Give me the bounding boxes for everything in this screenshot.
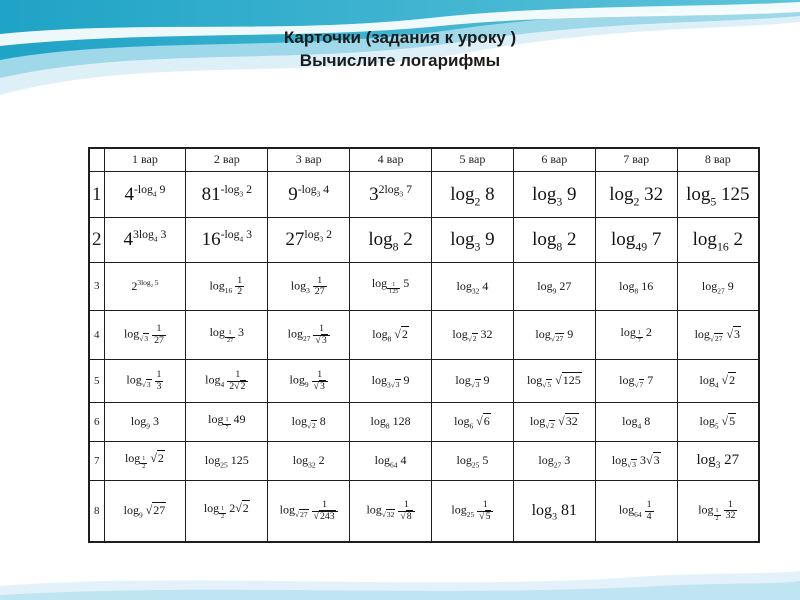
table-cell: log25 1 √5 — [431, 480, 514, 543]
table-cell: log 1 2 1 32 — [676, 480, 760, 543]
table-row: 1 4-log4 9 81-log3 2 9-log3 4 32log3 7 log2 8… — [88, 171, 760, 218]
table-cell: log27 1 √3 — [267, 310, 351, 360]
table-cell: log8 √2 — [349, 310, 432, 360]
table-cell: log 1 7 49 — [185, 402, 269, 442]
table-row-number: 6 — [88, 402, 105, 442]
table-cell: log3 1 27 — [267, 262, 351, 311]
table-cell: log√5 √125 — [512, 359, 596, 403]
table-header-cell: 2 вар — [185, 147, 269, 172]
table-row-number: 5 — [88, 359, 105, 403]
table-cell: log 1 7 2 — [594, 310, 678, 360]
cards-table: 1 вар 2 вар 3 вар 4 вар 5 вар 6 вар 7 вар 8 вар… — [88, 147, 760, 543]
table-row-number: 1 — [88, 171, 105, 218]
table-cell: log64 4 — [349, 441, 432, 481]
table-cell: log4 √2 — [676, 359, 760, 403]
table-cell: log32 4 — [431, 262, 514, 311]
table-cell: log8 16 — [594, 262, 678, 311]
table-cell: log√3 9 — [431, 359, 514, 403]
table-header-cell: 7 вар — [594, 147, 678, 172]
table-cell: 81-log3 2 — [185, 171, 269, 218]
table-header-cell: 6 вар — [512, 147, 596, 172]
table-row: 2 43log4 3 16-log4 3 27log3 2 log8 2 log3 9 lo… — [88, 217, 760, 263]
table-cell: 4-log4 9 — [103, 171, 187, 218]
table-cell: log√2 8 — [267, 402, 351, 442]
table-row-number: 7 — [88, 441, 105, 481]
table-cell: log√27 √3 — [676, 310, 760, 360]
table-cell: log5 √5 — [676, 402, 760, 442]
table-cell: log3 81 — [512, 480, 596, 543]
table-cell: log25 5 — [431, 441, 514, 481]
table-cell: log9 √27 — [103, 480, 187, 543]
table-header-cell: 5 вар — [431, 147, 514, 172]
table-row-number: 2 — [88, 217, 105, 263]
table-cell: log9 1 √3 — [267, 359, 351, 403]
table-cell: log27 9 — [676, 262, 760, 311]
slide-title-line2: Вычислите логарифмы — [299, 51, 501, 70]
table-row-number: 8 — [88, 480, 105, 543]
table-cell: log49 7 — [594, 217, 678, 263]
table-cell: 43log4 3 — [103, 217, 187, 263]
table-cell: 23log2 5 — [103, 262, 187, 311]
table-cell: log8 2 — [512, 217, 596, 263]
table-cell: log16 2 — [676, 217, 760, 263]
table-cell: log√27 1 √243 — [267, 480, 351, 543]
table-cell: log√32 1 √8 — [349, 480, 432, 543]
table-cell: log25 125 — [185, 441, 269, 481]
top-wave-decoration — [0, 0, 800, 95]
table-cell: log27 3 — [512, 441, 596, 481]
table-row: 6 log9 3 log 1 7 49 log√2 8 log8 128 log6 √6 log… — [88, 402, 760, 442]
table-header-cell: 4 вар — [349, 147, 432, 172]
table-cell: 27log3 2 — [267, 217, 351, 263]
table-row: 8 log9 √27 log 1 2 2√2 log√27 1 √243 log√32 1 √8… — [88, 480, 760, 543]
table-cell: log8 2 — [349, 217, 432, 263]
table-header-row: 1 вар 2 вар 3 вар 4 вар 5 вар 6 вар 7 вар 8 вар — [88, 147, 760, 172]
table-cell: 32log3 7 — [349, 171, 432, 218]
table-cell: log4 8 — [594, 402, 678, 442]
table-cell: log5 125 — [676, 171, 760, 218]
table-cell: log3 27 — [676, 441, 760, 481]
table-header-cell: 8 вар — [676, 147, 760, 172]
table-row-number: 3 — [88, 262, 105, 311]
table-cell: log√3 1 27 — [103, 310, 187, 360]
table-cell: log 1 125 5 — [349, 262, 432, 311]
table-header-cell: 1 вар — [103, 147, 187, 172]
table-cell: log 1 2 √2 — [103, 441, 187, 481]
table-row: 4 log√3 1 27 log 1 27 3 log27 1 √3 log8 √2 log√2 … — [88, 310, 760, 360]
table-row: 3 23log2 5 log16 1 2 log3 1 27 log 1 125 5 log32 … — [88, 262, 760, 311]
table-cell: log8 128 — [349, 402, 432, 442]
table-cell: log 1 27 3 — [185, 310, 269, 360]
slide-title: Карточки (задания к уроку ) Вычислите ло… — [0, 26, 800, 72]
table-header-cell: 3 вар — [267, 147, 351, 172]
table-cell: log9 27 — [512, 262, 596, 311]
table-cell: log2 32 — [594, 171, 678, 218]
table-cell: 16-log4 3 — [185, 217, 269, 263]
table-cell: 9-log3 4 — [267, 171, 351, 218]
table-cell: log√7 7 — [594, 359, 678, 403]
table-cell: log3√3 9 — [349, 359, 432, 403]
table-cell: log√3 3√3 — [594, 441, 678, 481]
table-row: 5 log√3 1 3 log4 1 2√2 log9 1 √3 log3√3 9 log√3 … — [88, 359, 760, 403]
slide-title-line1: Карточки (задания к уроку ) — [283, 28, 517, 47]
table-cell: log3 9 — [431, 217, 514, 263]
table-row-number: 4 — [88, 310, 105, 360]
table-cell: log6 √6 — [431, 402, 514, 442]
table-cell: log√27 9 — [512, 310, 596, 360]
table-cell: log2 8 — [431, 171, 514, 218]
table-cell: log 1 2 2√2 — [185, 480, 269, 543]
table-cell: log3 9 — [512, 171, 596, 218]
table-cell: log√2 32 — [431, 310, 514, 360]
table-cell: log32 2 — [267, 441, 351, 481]
table-cell: log√2 √32 — [512, 402, 596, 442]
table-corner-cell — [88, 147, 105, 172]
bottom-wave-decoration — [0, 571, 800, 600]
table-cell: log9 3 — [103, 402, 187, 442]
table-cell: log4 1 2√2 — [185, 359, 269, 403]
